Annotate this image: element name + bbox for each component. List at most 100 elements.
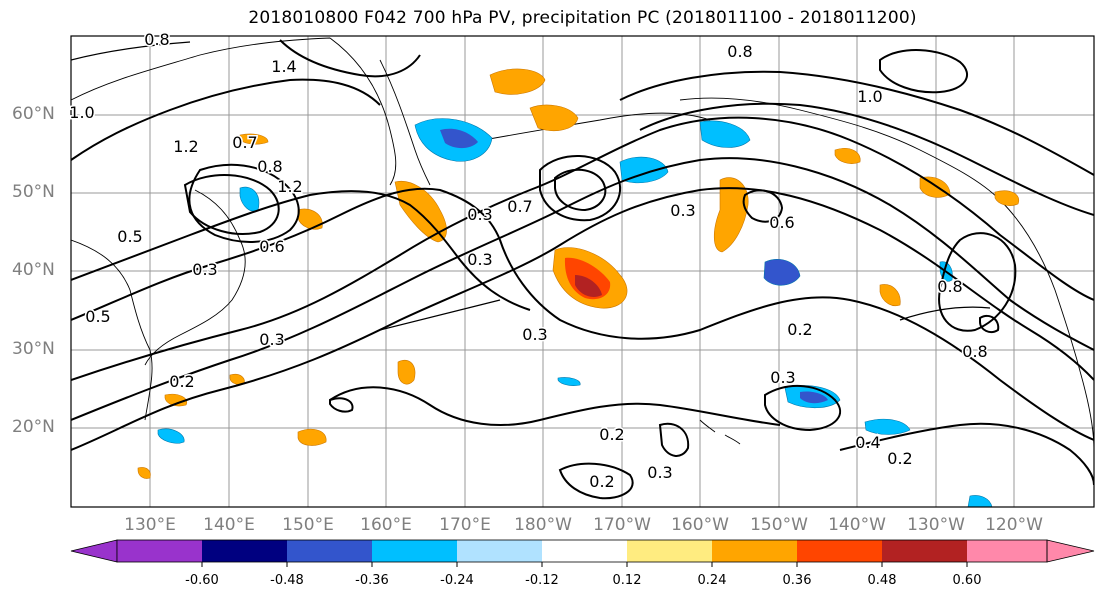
coast-japan xyxy=(144,189,246,366)
coastlines xyxy=(71,37,1094,451)
precip-positive xyxy=(489,68,546,95)
pv-contour xyxy=(71,116,1094,381)
contour-label: 1.4 xyxy=(271,57,296,76)
contour-label: 0.3 xyxy=(259,330,284,349)
pv-contour xyxy=(71,187,1094,451)
pv-contour-thin xyxy=(899,306,991,321)
colorbar-swatch xyxy=(797,540,882,562)
pv-contour xyxy=(71,78,381,161)
colorbar-tick-label: -0.12 xyxy=(525,573,559,588)
coast-north-america xyxy=(999,199,1094,451)
precip-negative xyxy=(763,258,801,286)
coast-korea-china xyxy=(71,239,153,421)
colorbar-swatch xyxy=(117,540,202,562)
pv-contour xyxy=(329,397,354,413)
longitude-label: 150°W xyxy=(750,515,808,535)
pv-contour-thin xyxy=(71,41,191,61)
latitude-label: 40°N xyxy=(12,260,55,280)
longitude-label: 140°W xyxy=(828,515,886,535)
precip-positive xyxy=(529,104,579,131)
precip-positive xyxy=(239,133,269,145)
contour-label: 0.7 xyxy=(507,197,532,216)
colorbar-swatch xyxy=(202,540,287,562)
contour-labels: 0.81.41.01.2 0.70.81.20.50.30.60.50.30.20… xyxy=(68,29,989,493)
contour-label: 0.3 xyxy=(522,325,547,344)
pv-contour xyxy=(979,314,1000,333)
pv-contour-thin xyxy=(379,299,501,331)
coast-kamchatka xyxy=(379,59,431,186)
pv-contour xyxy=(619,70,1094,176)
contour-label: 0.8 xyxy=(727,42,752,61)
colorbar-tick-label: 0.24 xyxy=(697,573,727,588)
map-title: 2018010800 F042 700 hPa PV, precipitatio… xyxy=(248,8,917,28)
colorbar-extend-min xyxy=(70,539,118,563)
coast-hawaii xyxy=(699,419,741,445)
pv-contour xyxy=(329,386,781,426)
precip-positive xyxy=(919,176,951,198)
colorbar-swatch xyxy=(287,540,372,562)
longitude-label: 130°E xyxy=(124,515,176,535)
colorbar-tick-label: 0.36 xyxy=(782,573,812,588)
colorbar xyxy=(70,539,1095,567)
contour-label: 0.3 xyxy=(192,260,217,279)
contour-label: 0.4 xyxy=(855,433,880,452)
contour-label: 0.7 xyxy=(232,133,257,152)
precip-positive xyxy=(164,393,188,407)
contour-label: 0.3 xyxy=(467,250,492,269)
contour-label: 0.2 xyxy=(787,320,812,339)
precip-stronger xyxy=(575,275,602,297)
colorbar-tick-label: 0.48 xyxy=(867,573,897,588)
colorbar-tick-label: -0.48 xyxy=(270,573,304,588)
precip-negative xyxy=(800,391,828,404)
pv-contour xyxy=(938,232,1017,332)
longitude-label: 160°W xyxy=(671,515,729,535)
colorbar-tick-label: 0.60 xyxy=(952,573,982,588)
precip-positive xyxy=(397,360,416,385)
precip-negative xyxy=(699,120,751,148)
contour-label: 0.8 xyxy=(257,157,282,176)
colorbar-frame xyxy=(116,539,1048,563)
precip-negative xyxy=(440,128,478,149)
latitude-label: 20°N xyxy=(12,417,55,437)
pv-contour xyxy=(639,102,1094,216)
longitude-label: 160°E xyxy=(360,515,412,535)
pv-contours xyxy=(71,39,1094,500)
contour-label: 0.2 xyxy=(599,425,624,444)
contour-label: 0.3 xyxy=(647,463,672,482)
gridlines xyxy=(71,36,1094,507)
colorbar-tick-label: -0.24 xyxy=(440,573,474,588)
pv-contour xyxy=(71,190,531,311)
longitude-label: 130°W xyxy=(907,515,965,535)
contour-label: 0.2 xyxy=(589,472,614,491)
pv-contour xyxy=(71,157,1094,421)
longitude-label: 170°W xyxy=(593,515,651,535)
pv-contour xyxy=(188,163,300,243)
pv-contour xyxy=(279,39,421,78)
precip-positive xyxy=(713,177,749,253)
contour-label: 0.3 xyxy=(670,201,695,220)
colorbar-swatch xyxy=(967,540,1047,562)
colorbar-tick-label: 0.12 xyxy=(612,573,642,588)
pv-contour xyxy=(879,49,968,94)
pv-contour xyxy=(558,462,634,500)
precip-negative xyxy=(864,418,911,435)
contour-label: 0.5 xyxy=(85,307,110,326)
pv-contour xyxy=(658,422,690,457)
longitude-label: 180°W xyxy=(514,515,572,535)
pv-contour xyxy=(539,155,621,222)
precip-positive xyxy=(834,148,861,164)
contour-label: 1.0 xyxy=(857,87,882,106)
map-frame xyxy=(70,35,1095,508)
contour-label: 1.2 xyxy=(277,177,302,196)
contour-label: 0.6 xyxy=(769,213,794,232)
precip-negative xyxy=(619,156,669,184)
longitude-label: 140°E xyxy=(203,515,255,535)
colorbar-swatch xyxy=(882,540,967,562)
precip-positive xyxy=(879,284,901,307)
contour-label: 1.0 xyxy=(69,103,94,122)
pv-contour xyxy=(742,189,784,223)
contour-label: 0.8 xyxy=(937,277,962,296)
contour-label: 0.3 xyxy=(467,205,492,224)
colorbar-extend-max xyxy=(1046,539,1095,563)
